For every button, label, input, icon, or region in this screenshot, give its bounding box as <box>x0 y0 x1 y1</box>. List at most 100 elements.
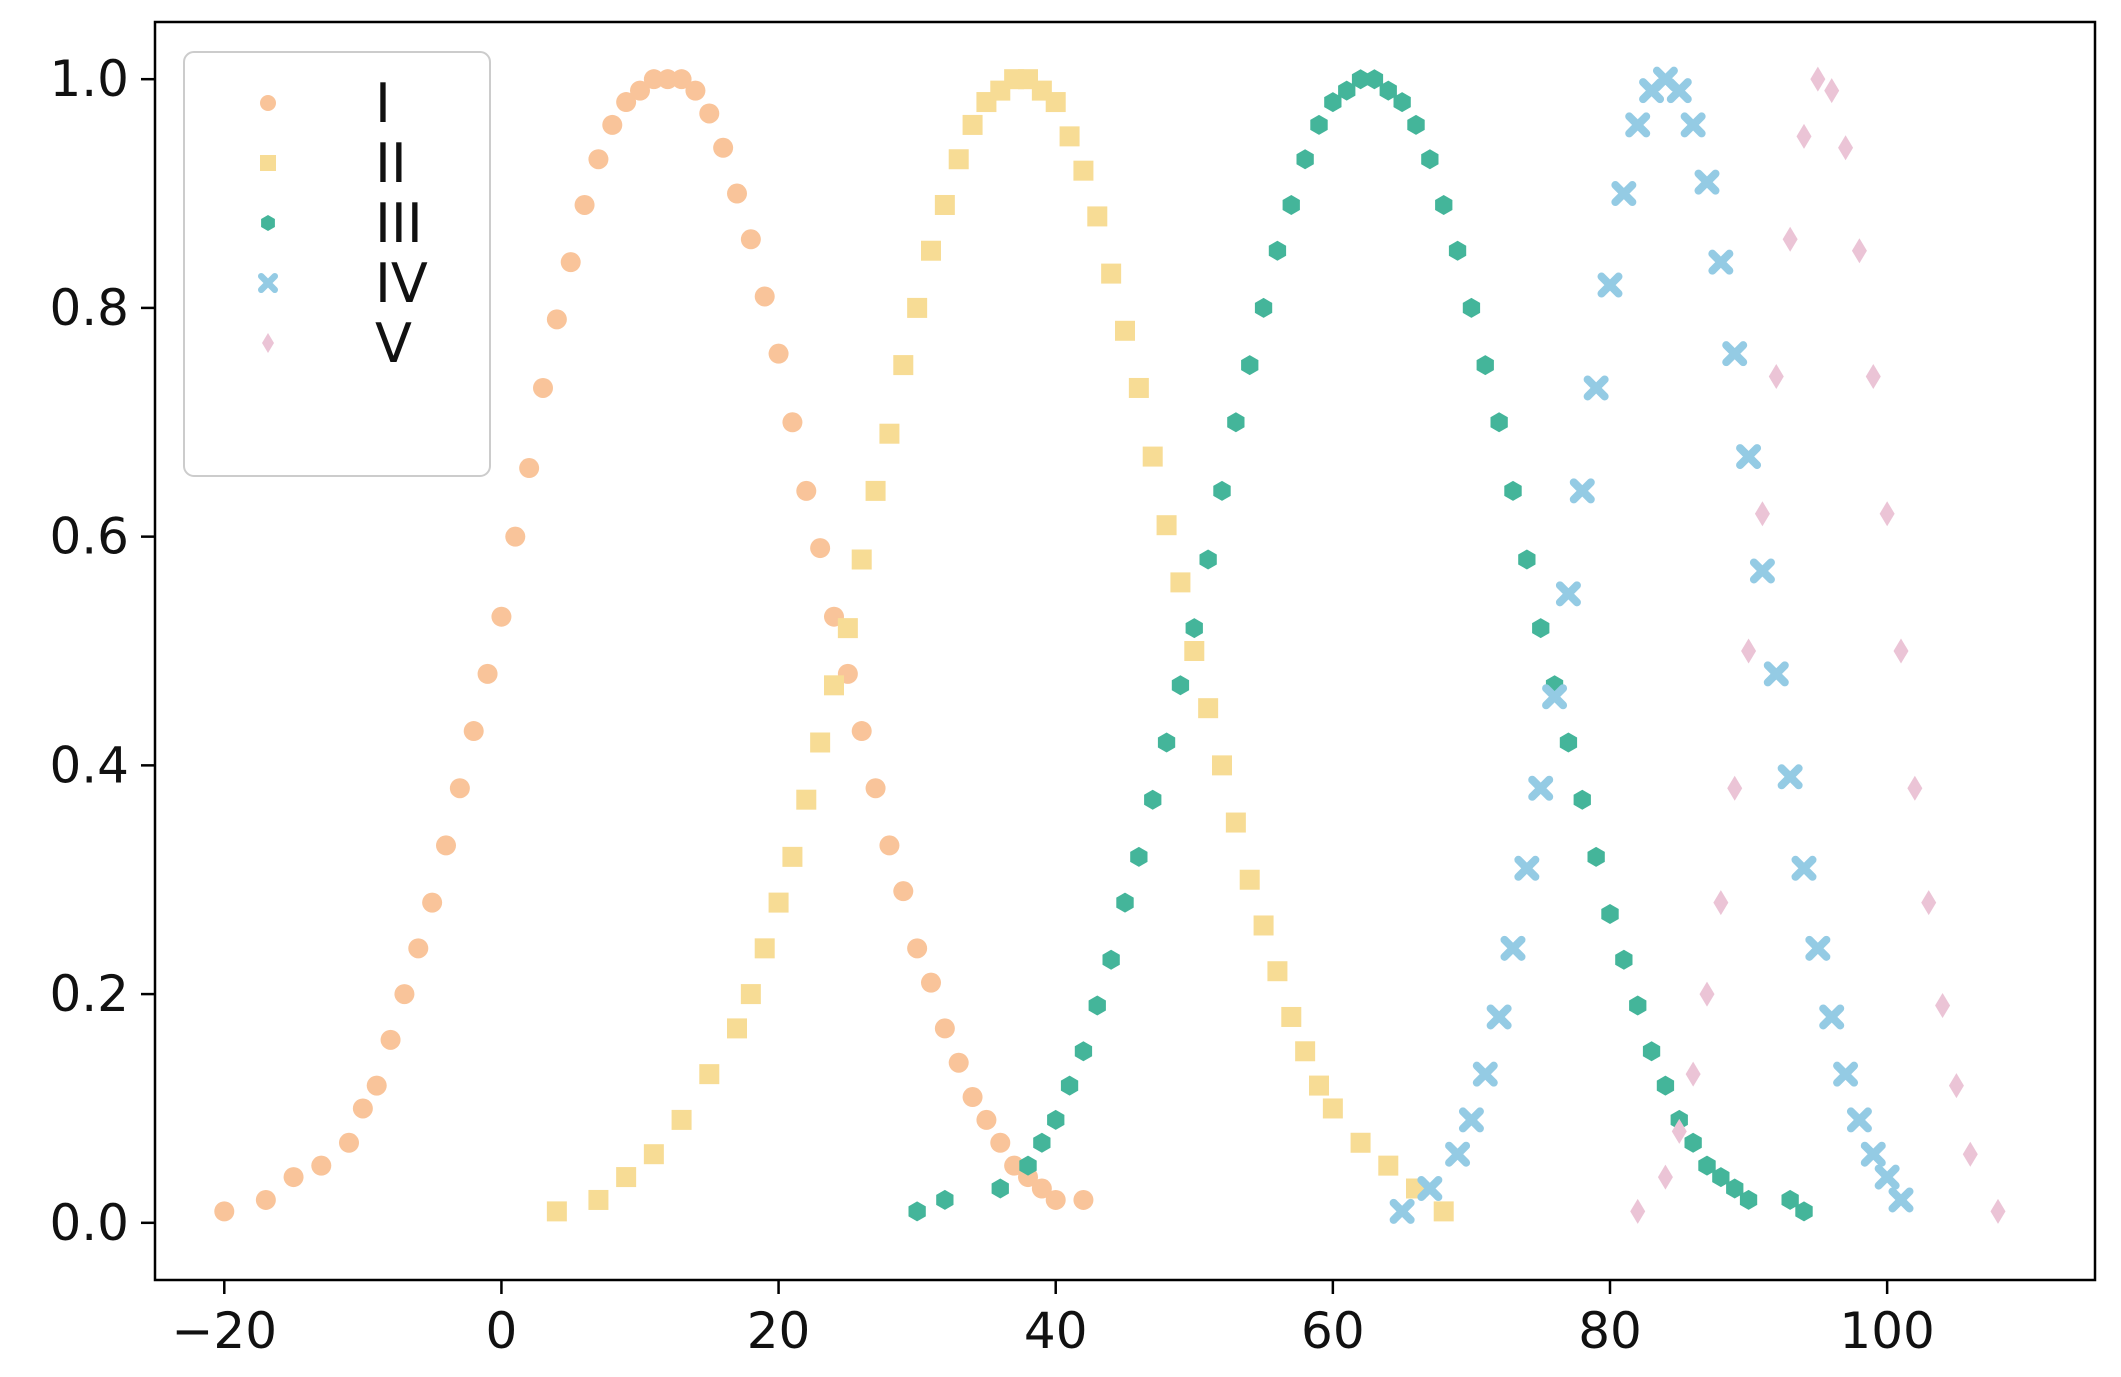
series-iii-point <box>1047 1109 1065 1130</box>
y-tick-label: 0.2 <box>49 965 129 1023</box>
series-i-point <box>727 183 747 204</box>
legend-label-iv: IV <box>375 252 428 315</box>
series-i-point <box>907 938 928 959</box>
x-tick-label: 40 <box>1024 1302 1088 1360</box>
series-ii-point <box>1239 869 1260 890</box>
series-v-point <box>1962 1141 1978 1167</box>
series-i-point <box>366 1075 387 1096</box>
series-ii-point <box>851 549 872 570</box>
x-axis: −20 0 20 40 60 80 100 <box>172 1280 1935 1360</box>
series-ii-point <box>1170 572 1191 593</box>
series-i-point <box>685 80 706 101</box>
series-iv-point <box>1777 764 1803 790</box>
series-iv-point <box>1680 112 1706 138</box>
series-iii-point <box>1282 195 1300 215</box>
series-ii-point <box>962 114 983 135</box>
series-i-point <box>934 1018 955 1039</box>
series-iii-point <box>1490 412 1508 433</box>
series-ii-point <box>921 240 941 261</box>
series-iii-point <box>1185 618 1203 639</box>
series-iii-point <box>1102 949 1120 970</box>
series-iv-point <box>1458 1107 1484 1133</box>
series-iii-point <box>1448 240 1467 261</box>
series-iii-point <box>1573 789 1591 810</box>
series-i-point <box>671 69 692 90</box>
series-iv-point <box>1625 112 1651 138</box>
series-iii-point <box>1532 618 1550 639</box>
series-i-point <box>865 778 886 799</box>
series-ii-point <box>1433 1201 1454 1222</box>
series-i-point <box>352 1098 373 1119</box>
series-ii-point <box>796 789 817 810</box>
series-iii-point <box>1254 297 1273 318</box>
series-iii-point <box>1781 1189 1799 1210</box>
series-iii-point <box>1656 1075 1675 1096</box>
series-iii-point <box>1310 114 1328 135</box>
series-iv-point <box>1486 1004 1512 1030</box>
series-i-point <box>255 1189 276 1210</box>
series-i-point <box>477 663 498 684</box>
series-ii-point <box>1253 915 1274 936</box>
series-ii-point <box>824 675 844 696</box>
series-i-point <box>283 1167 304 1188</box>
series-i-point <box>436 835 456 856</box>
series-iv-point <box>1736 444 1762 470</box>
series-i-point <box>699 103 720 124</box>
legend-marker-v <box>262 333 274 353</box>
series-v-point <box>1907 775 1923 801</box>
series-ii-point <box>1212 755 1232 776</box>
series-ii-point <box>782 846 803 867</box>
series-iii-point <box>1144 789 1162 810</box>
data-points <box>214 66 2006 1224</box>
series-v-point <box>1851 238 1867 264</box>
series-iii-point <box>1684 1132 1702 1153</box>
series-v-point <box>1671 1118 1687 1144</box>
legend-label-v: V <box>375 312 412 375</box>
series-ii-points <box>546 69 1454 1222</box>
series-ii-point <box>1350 1132 1371 1153</box>
series-iv-point <box>1749 558 1775 584</box>
series-ii-point <box>671 1109 692 1130</box>
series-iii-point <box>1116 892 1134 913</box>
series-iv-point <box>1819 1004 1845 1030</box>
series-v-point <box>1893 638 1909 664</box>
x-tick-label: 20 <box>747 1302 811 1360</box>
series-iii-point <box>1587 846 1605 867</box>
series-i-point <box>851 721 872 742</box>
series-i-point <box>990 1132 1011 1153</box>
series-i-point <box>311 1155 332 1176</box>
series-iii-point <box>1629 995 1647 1016</box>
series-ii-point <box>1087 206 1108 227</box>
series-ii-point <box>879 423 900 444</box>
series-i-point <box>740 229 761 250</box>
series-iii-point <box>1088 995 1106 1016</box>
series-iv-point <box>1514 855 1540 881</box>
series-ii-point <box>1156 515 1177 536</box>
series-iii-point <box>1698 1155 1716 1176</box>
series-iii-point <box>1171 675 1190 696</box>
series-i-point <box>962 1087 983 1108</box>
series-iii-point <box>936 1189 954 1210</box>
series-ii-point <box>934 194 955 215</box>
series-iii-point <box>1130 846 1148 867</box>
series-i-point <box>463 721 484 742</box>
series-iii-point <box>1407 114 1425 135</box>
series-i-point <box>657 69 678 90</box>
series-iv-point <box>1597 272 1623 298</box>
series-iii-point <box>1518 549 1536 570</box>
series-iii-point <box>1227 412 1245 433</box>
x-tick-label: 100 <box>1839 1302 1934 1360</box>
series-ii-point <box>1198 698 1219 719</box>
series-v-point <box>1768 364 1784 390</box>
series-i-point <box>879 835 900 856</box>
series-ii-point <box>546 1201 567 1222</box>
series-ii-point <box>1309 1075 1329 1096</box>
y-tick-label: 0.0 <box>49 1194 129 1252</box>
series-i-point <box>754 286 775 307</box>
series-v-point <box>1824 78 1840 104</box>
series-ii-point <box>1281 1006 1302 1027</box>
series-iv-point <box>1708 249 1734 275</box>
series-v-point <box>1796 123 1812 149</box>
series-iv-point <box>1569 478 1595 504</box>
series-iv-point <box>1694 169 1720 195</box>
